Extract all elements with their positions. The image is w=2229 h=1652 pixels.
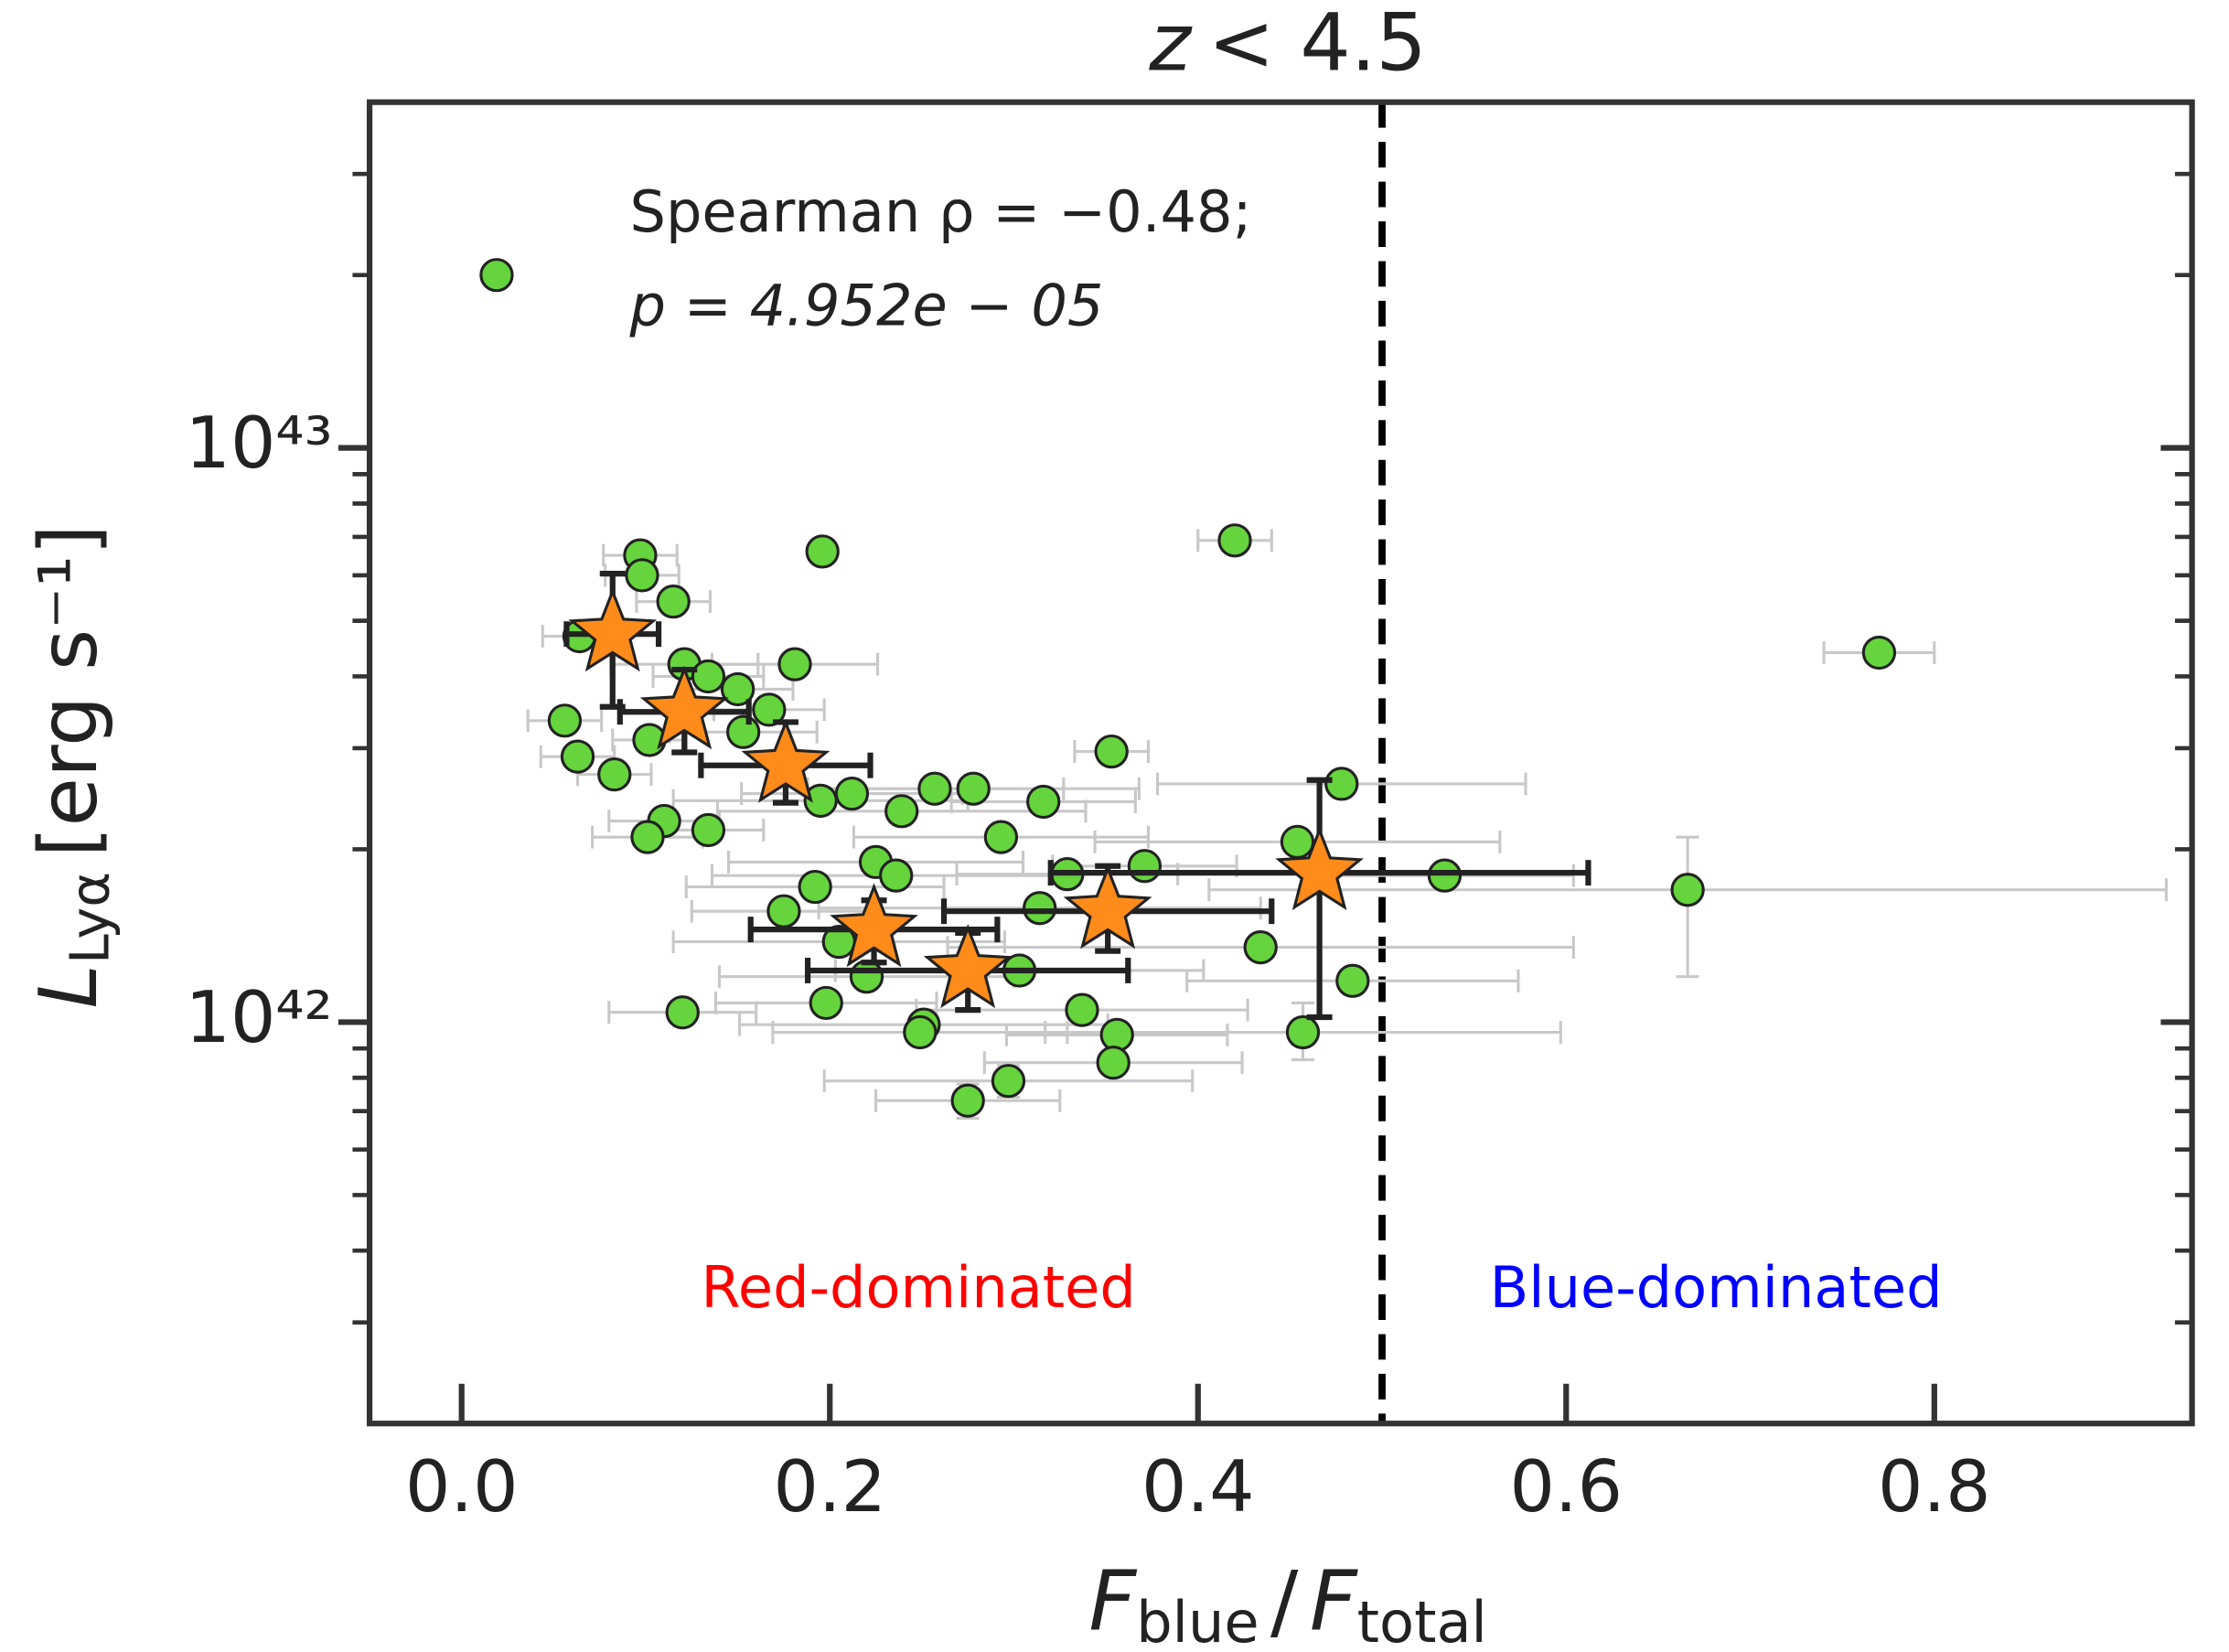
data-point xyxy=(956,771,991,806)
star-point xyxy=(1275,826,1364,911)
data-point xyxy=(777,647,812,681)
x-axis-label: Fblue / Ftotal xyxy=(1088,1553,1486,1652)
data-point xyxy=(691,812,726,848)
data-point xyxy=(1096,1046,1131,1080)
x-tick-label: 0.2 xyxy=(773,1446,886,1529)
star-point xyxy=(923,924,1013,1009)
star-point xyxy=(741,718,831,803)
data-point xyxy=(1670,873,1705,907)
title-part: z xyxy=(1148,0,1193,90)
data-point xyxy=(691,659,726,694)
star-point xyxy=(830,883,918,968)
y-tick-label: 10⁴³ xyxy=(186,402,333,485)
data-point xyxy=(849,960,884,994)
data-point xyxy=(884,794,919,829)
data-point xyxy=(1335,963,1370,998)
data-point xyxy=(630,820,665,854)
data-point xyxy=(1023,891,1057,926)
data-point xyxy=(752,692,787,727)
star-point xyxy=(639,665,729,750)
data-point xyxy=(834,776,870,811)
data-point xyxy=(479,258,514,293)
label-part: L xyxy=(22,964,115,1008)
data-point xyxy=(983,820,1019,854)
annotation: p = 4.952e − 05 xyxy=(629,272,1104,338)
data-point xyxy=(1285,1014,1321,1050)
data-point xyxy=(917,771,952,806)
data-point xyxy=(1026,784,1061,820)
data-point xyxy=(903,1014,938,1050)
data-point xyxy=(950,1083,985,1118)
data-point xyxy=(720,671,756,707)
data-point xyxy=(798,869,832,905)
data-point xyxy=(547,703,583,738)
data-point xyxy=(991,1064,1026,1099)
data-point xyxy=(1127,849,1163,884)
data-point xyxy=(1065,992,1099,1027)
label-part: [erg s⁻¹] xyxy=(22,524,115,857)
label-part: total xyxy=(1357,1589,1487,1652)
data-point xyxy=(805,534,840,569)
title-part: < 4.5 xyxy=(1208,0,1427,90)
label-part: / xyxy=(1270,1553,1299,1649)
data-point xyxy=(1243,929,1278,965)
x-tick-label: 0.8 xyxy=(1878,1446,1991,1529)
data-point xyxy=(766,894,801,928)
plot-frame xyxy=(366,99,2195,1427)
data-point xyxy=(726,714,761,749)
data-point xyxy=(656,585,691,619)
label-part: F xyxy=(1310,1553,1358,1649)
star-point xyxy=(1063,864,1152,949)
data-point xyxy=(625,558,659,593)
data-point xyxy=(803,783,838,818)
data-point xyxy=(1861,635,1897,670)
data-point xyxy=(1324,767,1359,801)
data-point xyxy=(1099,1017,1134,1053)
x-tick-label: 0.6 xyxy=(1510,1446,1624,1529)
star-point xyxy=(568,587,658,672)
label-part: Lyα xyxy=(59,872,122,964)
data-point xyxy=(879,858,914,893)
y-axis-label: LLyα [erg s⁻¹] xyxy=(22,524,122,1008)
plot-area xyxy=(479,102,2168,1424)
data-point xyxy=(597,757,632,792)
data-point xyxy=(1094,734,1129,769)
x-tick-label: 0.0 xyxy=(405,1446,519,1529)
chart-title: z < 4.5 xyxy=(1148,0,1426,90)
region-label: Red-dominated xyxy=(701,1254,1135,1321)
data-point xyxy=(560,739,595,774)
data-point xyxy=(1217,523,1252,558)
y-tick-label: 10⁴² xyxy=(186,977,333,1059)
data-point xyxy=(809,985,843,1021)
data-point xyxy=(665,995,700,1030)
label-part: blue xyxy=(1136,1589,1259,1652)
label-part: F xyxy=(1088,1553,1137,1649)
data-point xyxy=(1280,824,1315,860)
annotation: Spearman ρ = −0.48; xyxy=(630,178,1252,245)
region-label: Blue-dominated xyxy=(1490,1254,1943,1321)
x-tick-label: 0.4 xyxy=(1141,1446,1255,1529)
